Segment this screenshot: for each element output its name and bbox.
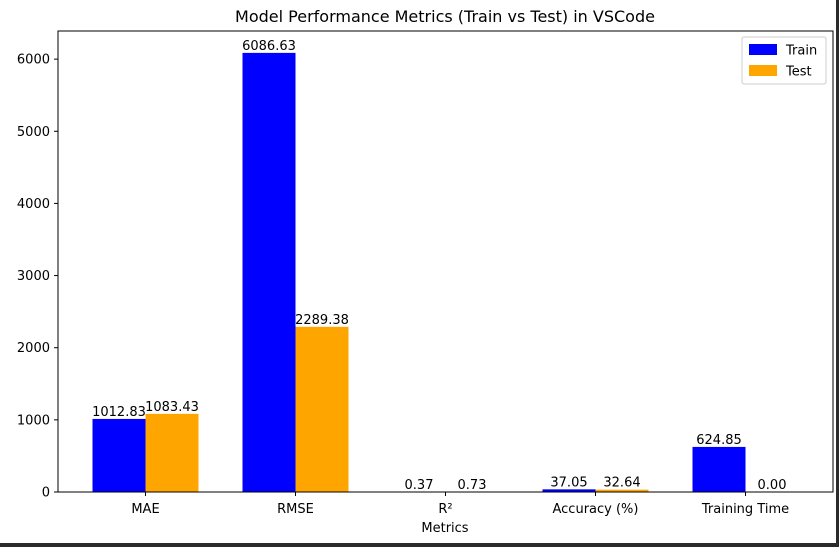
plot-area: 1012.83 6086.63 0.37 37.05 624.85 1083.43 2289…: [17, 31, 833, 517]
y-tick-label: 2000: [17, 341, 50, 356]
x-tick-label: R²: [438, 502, 452, 517]
x-axis-label: Metrics: [421, 521, 468, 536]
chart-title: Model Performance Metrics (Train vs Test…: [235, 7, 655, 26]
legend: Train Test: [742, 37, 826, 84]
x-tick-label: MAE: [131, 502, 159, 517]
y-tick-label: 1000: [17, 413, 50, 428]
y-tick-label: 5000: [17, 125, 50, 140]
data-label-train-0: 1012.83: [92, 405, 146, 420]
bar-train-4: [693, 447, 746, 492]
data-label-train-4: 624.85: [696, 433, 742, 448]
data-label-test-0: 1083.43: [145, 400, 199, 415]
legend-swatch-test: [749, 65, 777, 76]
x-tick-label: Training Time: [701, 502, 789, 517]
bar-train-0: [93, 419, 146, 492]
legend-label-train: Train: [785, 44, 817, 59]
legend-label-test: Test: [785, 65, 812, 80]
y-tick-label: 6000: [17, 53, 50, 68]
data-label-test-3: 32.64: [603, 476, 640, 491]
data-label-train-1: 6086.63: [242, 39, 296, 54]
data-label-train-3: 37.05: [550, 475, 587, 490]
data-label-train-2: 0.37: [405, 478, 434, 493]
bar-train-1: [243, 53, 296, 492]
bar-test-0: [146, 414, 199, 492]
x-tick-label: RMSE: [277, 502, 314, 517]
data-label-test-4: 0.00: [758, 478, 787, 493]
x-tick-label: Accuracy (%): [553, 502, 639, 517]
y-tick-label: 4000: [17, 197, 50, 212]
data-label-test-1: 2289.38: [295, 313, 349, 328]
data-label-test-2: 0.73: [458, 478, 487, 493]
bar-test-1: [296, 327, 349, 492]
y-tick-label: 0: [42, 486, 50, 501]
y-tick-label: 3000: [17, 269, 50, 284]
legend-swatch-train: [749, 44, 777, 55]
